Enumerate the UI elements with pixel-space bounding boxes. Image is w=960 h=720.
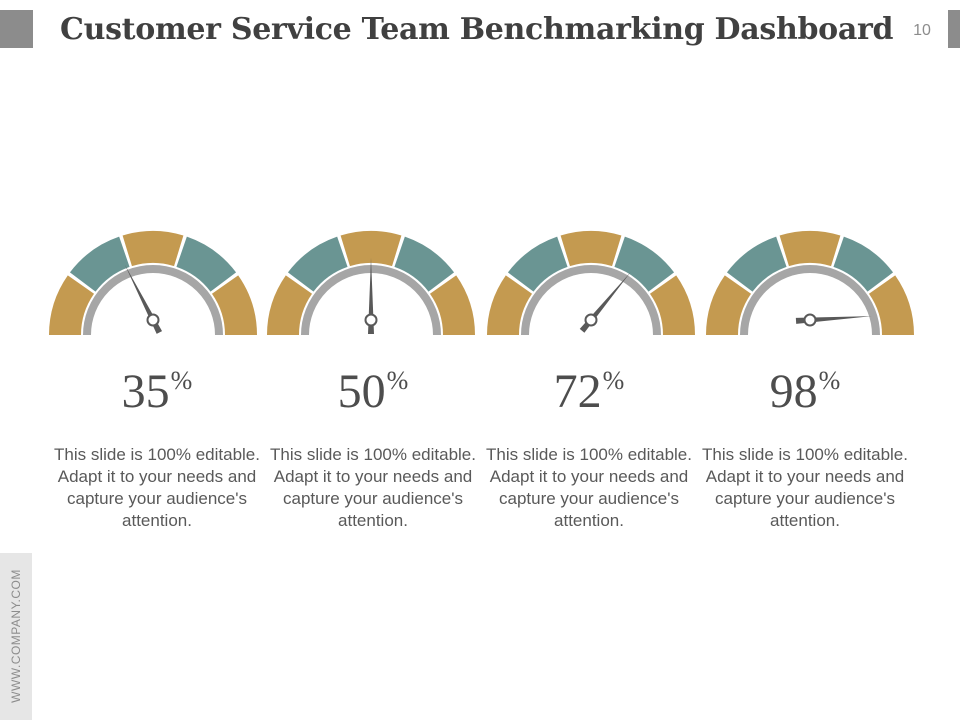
- gauge-3-value: 72: [553, 365, 602, 418]
- gauge-2-segment-5: [429, 275, 475, 335]
- gauge-3-segment-5: [649, 275, 695, 335]
- gauge-1-segment-2: [69, 236, 130, 292]
- title-accent-bar-left: [0, 10, 33, 48]
- gauge-3-unit: %: [602, 366, 625, 395]
- gauge-2-needle-hub: [364, 313, 378, 327]
- gauge-4-inner-arc: [740, 265, 880, 336]
- website-label: WWW.COMPANY.COM: [9, 569, 23, 703]
- gauge-1-percent: 35%: [49, 364, 265, 419]
- gauge-4-description: This slide is 100% editable. Adapt it to…: [701, 445, 908, 530]
- gauge-2-description: This slide is 100% editable. Adapt it to…: [269, 445, 476, 530]
- page-title: Customer Service Team Benchmarking Dashb…: [60, 12, 894, 47]
- gauge-1-inner-arc: [83, 265, 223, 336]
- gauge-3-description: This slide is 100% editable. Adapt it to…: [485, 445, 692, 530]
- gauge-2-percent: 50%: [265, 364, 481, 419]
- gauge-2-segment-3: [340, 231, 402, 267]
- gauge-4-segment-4: [833, 236, 894, 292]
- gauge-4-segment-3: [779, 231, 841, 267]
- gauge-4-segment-1: [706, 275, 752, 335]
- gauge-1-segment-4: [176, 236, 237, 292]
- gauge-1-value: 35: [121, 365, 170, 418]
- gauge-1: [49, 231, 257, 336]
- page-number: 10: [913, 22, 931, 39]
- gauge-4-value: 98: [769, 365, 818, 418]
- gauge-4-unit: %: [818, 366, 841, 395]
- gauge-1-segment-5: [211, 275, 257, 335]
- gauge-2-segment-4: [394, 236, 455, 292]
- gauge-1-unit: %: [170, 366, 193, 395]
- side-strip: [0, 553, 32, 720]
- title-accent-bar-right: [948, 10, 960, 48]
- gauge-2-value: 50: [337, 365, 386, 418]
- gauge-3-segment-1: [487, 275, 533, 335]
- gauge-3-segment-2: [507, 236, 568, 292]
- gauge-2: [267, 231, 475, 336]
- gauge-4-segment-5: [868, 275, 914, 335]
- gauge-3-needle-hub: [584, 313, 598, 327]
- gauge-3: [487, 231, 695, 336]
- gauge-4: [706, 231, 914, 336]
- gauge-3-segment-4: [614, 236, 675, 292]
- gauge-3-percent: 72%: [481, 364, 697, 419]
- gauge-1-needle-hub: [146, 313, 160, 327]
- gauge-4-needle-hub: [803, 313, 817, 327]
- gauge-2-segment-2: [287, 236, 348, 292]
- gauge-2-segment-1: [267, 275, 313, 335]
- gauge-3-inner-arc: [521, 265, 661, 336]
- gauge-4-percent: 98%: [697, 364, 913, 419]
- gauge-2-unit: %: [386, 366, 409, 395]
- gauge-1-segment-1: [49, 275, 95, 335]
- gauge-4-segment-2: [726, 236, 787, 292]
- gauge-1-segment-3: [122, 231, 184, 267]
- gauge-3-segment-3: [560, 231, 622, 267]
- gauge-1-description: This slide is 100% editable. Adapt it to…: [53, 445, 260, 530]
